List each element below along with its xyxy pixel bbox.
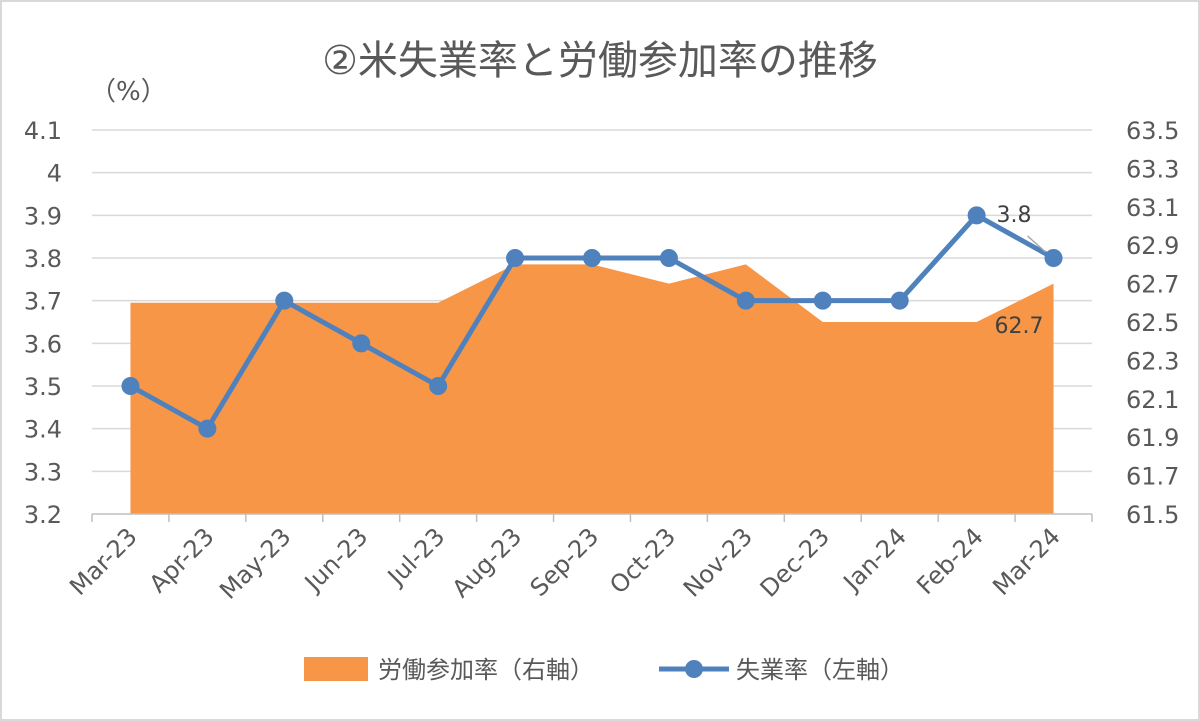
- unemployment-rate-point: [506, 249, 525, 267]
- x-tick-label: May-23: [214, 522, 296, 604]
- left-y-tick-label: 3.9: [24, 202, 62, 230]
- right-y-tick-label: 62.5: [1126, 309, 1179, 337]
- legend-label-participation-rate: 労働参加率（右軸）: [378, 656, 594, 684]
- unemployment-rate-point: [659, 249, 678, 267]
- participation-end-label: 62.7: [995, 314, 1044, 339]
- right-y-axis-ticks: 61.5 61.7 61.9 62.1 62.3 62.5 62.7 62.9 63.1 63.3…: [1126, 117, 1179, 529]
- unemployment-rate-point: [352, 334, 371, 353]
- right-y-tick-label: 61.9: [1126, 424, 1179, 452]
- right-y-tick-label: 63.3: [1126, 155, 1179, 183]
- right-y-tick-label: 63.5: [1126, 117, 1179, 145]
- x-tick-label: Mar-24: [987, 522, 1065, 600]
- left-y-tick-label: 3.5: [24, 373, 62, 401]
- unemployment-rate-point: [275, 291, 294, 310]
- participation-rate-area-series: [130, 264, 1054, 514]
- x-tick-label: Jan-24: [837, 522, 912, 597]
- left-y-tick-label: 3.3: [24, 458, 62, 486]
- x-tick-label: Nov-23: [678, 522, 758, 602]
- unemployment-rate-point: [967, 206, 986, 225]
- right-y-tick-label: 62.1: [1126, 386, 1179, 414]
- right-y-tick-label: 62.9: [1126, 232, 1179, 260]
- participation-rate-area: [130, 264, 1054, 514]
- legend-label-unemployment-rate: 失業率（左軸）: [736, 656, 904, 684]
- unemployment-rate-point: [1044, 249, 1063, 267]
- unemployment-rate-point: [813, 291, 832, 310]
- left-y-tick-label: 4: [47, 160, 62, 188]
- x-tick-label: Dec-23: [755, 522, 835, 602]
- unemployment-rate-line-series: [121, 206, 1063, 438]
- left-y-tick-label: 3.2: [24, 501, 62, 529]
- unemployment-rate-point: [121, 377, 140, 395]
- legend-marker-unemployment-rate: [685, 660, 703, 678]
- unemployment-rate-point: [583, 249, 601, 267]
- left-y-tick-label: 3.8: [24, 245, 62, 273]
- left-y-tick-label: 3.4: [24, 416, 62, 444]
- y-axis-unit-label: （%）: [90, 77, 167, 107]
- left-y-axis-ticks: 3.2 3.3 3.4 3.5 3.6 3.7 3.8 3.9 4 4.1: [24, 117, 62, 529]
- left-y-tick-label: 3.7: [24, 288, 62, 316]
- right-y-tick-label: 61.5: [1126, 501, 1179, 529]
- unemployment-rate-point: [429, 377, 448, 395]
- left-y-tick-label: 4.1: [24, 117, 62, 145]
- x-tick-label: Sep-23: [525, 522, 605, 602]
- unemployment-end-label: 3.8: [997, 203, 1032, 228]
- right-y-tick-label: 62.3: [1126, 347, 1179, 375]
- x-tick-label: Jun-23: [298, 522, 373, 597]
- x-tick-label: Feb-24: [911, 522, 989, 600]
- x-tick-label: Jul-23: [381, 522, 450, 591]
- legend: 労働参加率（右軸） 失業率（左軸）: [304, 656, 904, 684]
- right-y-tick-label: 63.1: [1126, 194, 1179, 222]
- x-tick-label: Mar-23: [64, 522, 142, 600]
- right-y-tick-label: 62.7: [1126, 271, 1179, 299]
- data-label-leader-line: [1027, 235, 1047, 253]
- unemployment-rate-point: [890, 291, 909, 310]
- x-tick-label: Aug-23: [447, 522, 528, 603]
- left-y-tick-label: 3.6: [24, 330, 62, 358]
- data-labels: 3.8 62.7: [995, 203, 1047, 339]
- legend-swatch-participation-rate: [304, 657, 368, 681]
- unemployment-rate-point: [736, 291, 755, 310]
- chart-title: ②米失業率と労働参加率の推移: [322, 38, 878, 84]
- x-tick-label: Oct-23: [604, 522, 681, 599]
- x-tick-label: Apr-23: [144, 522, 220, 598]
- x-axis: [91, 513, 1093, 522]
- unemployment-rate-point: [198, 419, 217, 438]
- right-y-tick-label: 61.7: [1126, 463, 1179, 491]
